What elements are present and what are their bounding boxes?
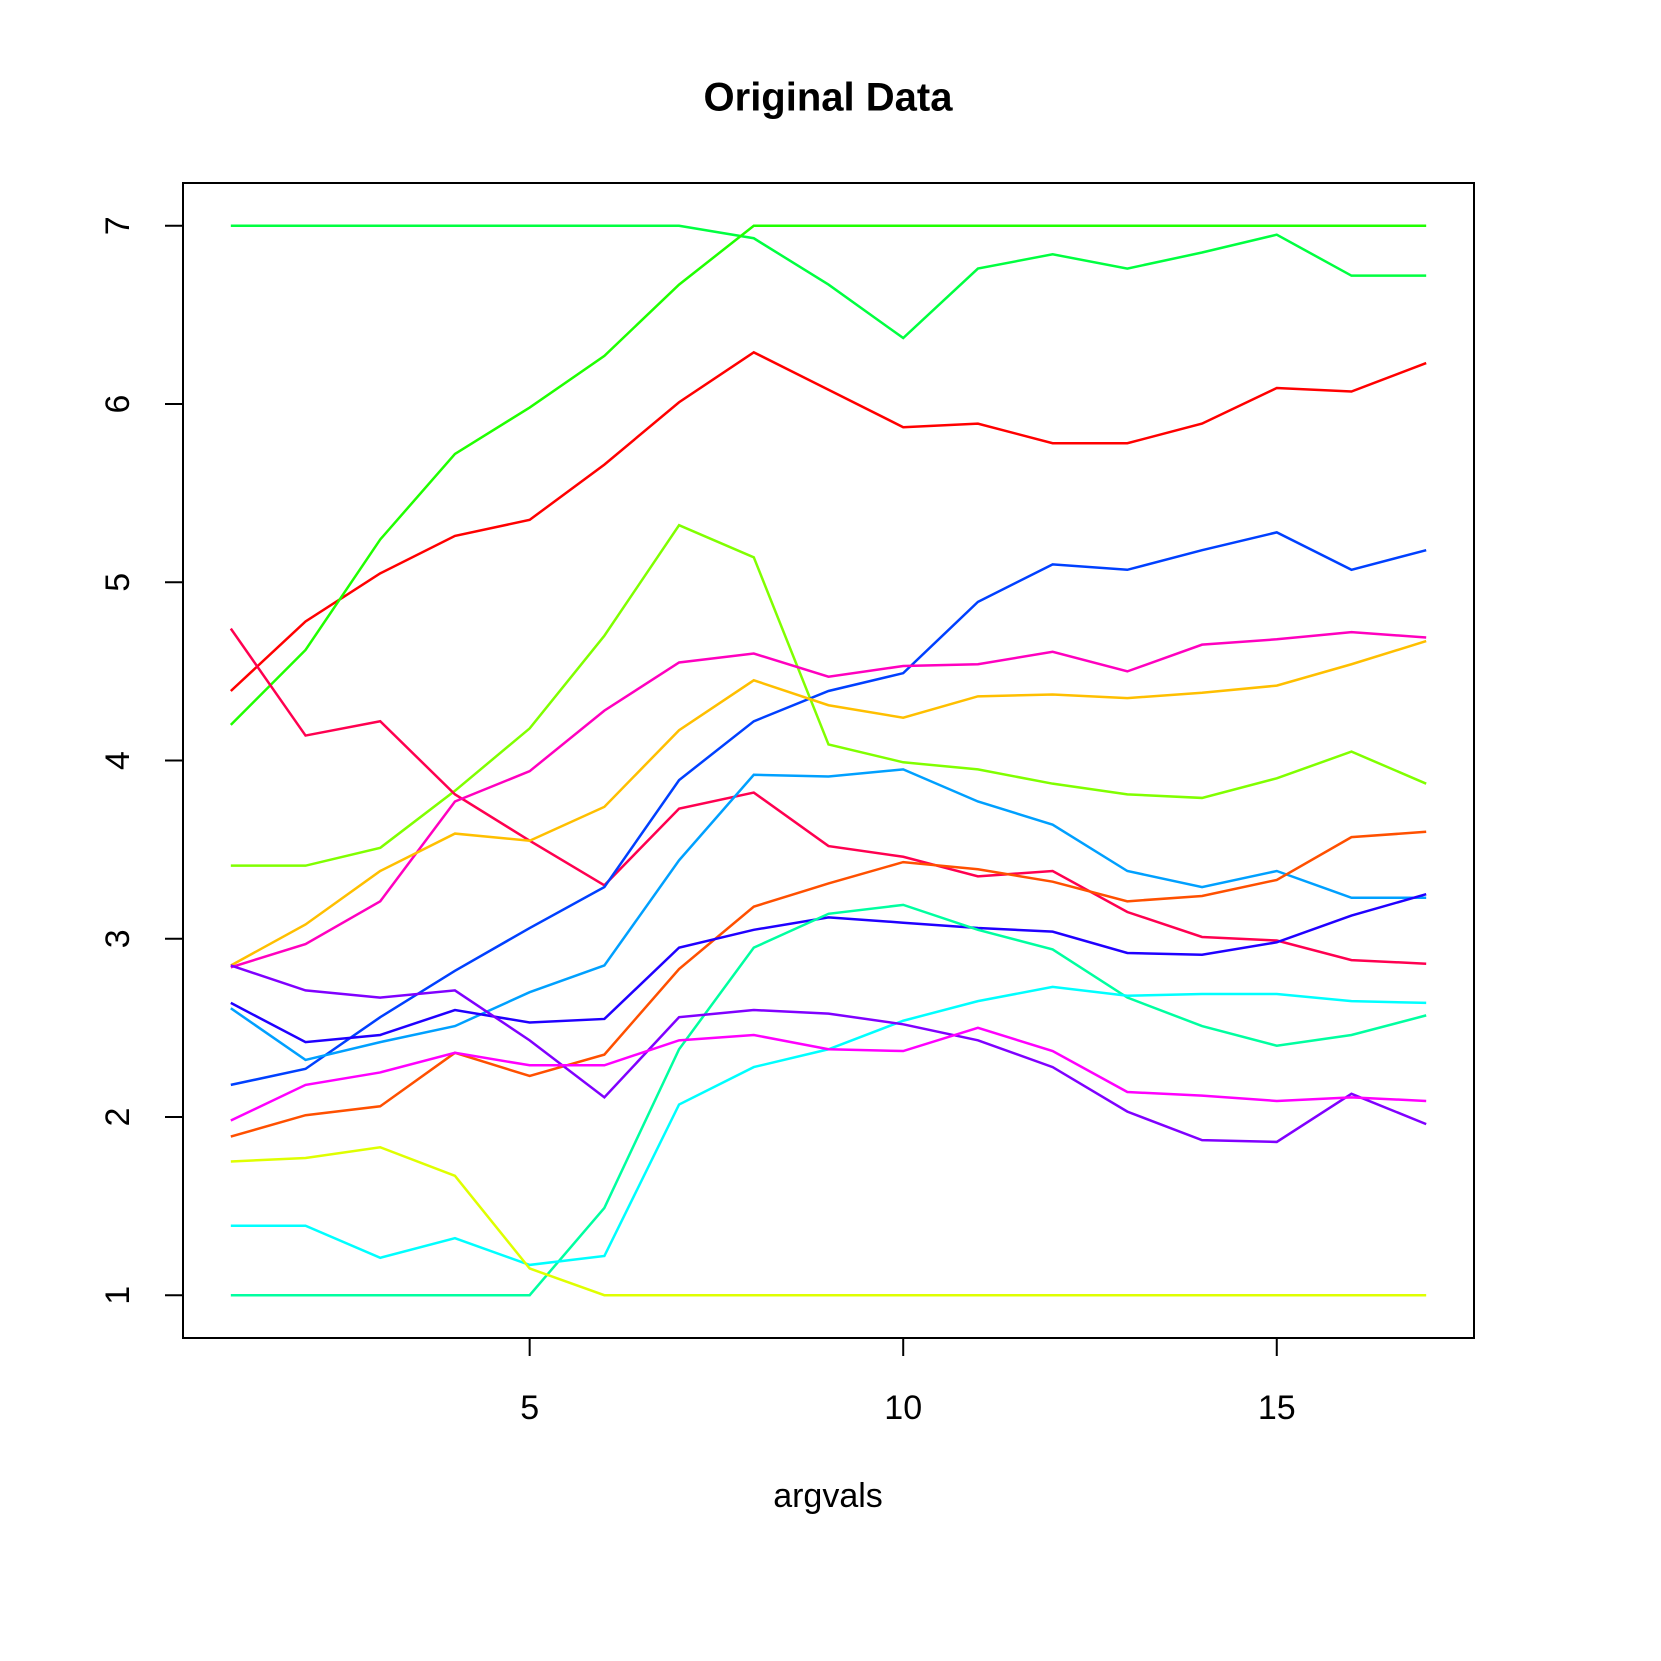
x-tick-label: 15 — [1258, 1389, 1296, 1427]
x-tick-label: 10 — [884, 1389, 922, 1427]
series-line — [230, 903, 1427, 1297]
series-line — [230, 531, 1427, 1087]
y-tick-label: 3 — [99, 929, 137, 948]
series-line — [229, 627, 1427, 965]
series-line — [230, 523, 1427, 867]
y-tick-label: 1 — [99, 1286, 137, 1305]
series-line — [230, 830, 1427, 1138]
series-line — [230, 1145, 1427, 1297]
y-tick-label: 5 — [99, 573, 137, 592]
y-tick-label: 7 — [99, 216, 137, 235]
chart-title: Original Data — [704, 76, 954, 120]
series-line — [230, 224, 1427, 340]
x-tick-label: 5 — [520, 1389, 539, 1427]
series-line — [230, 964, 1427, 1144]
series-line — [230, 1026, 1427, 1122]
x-axis-label: argvals — [773, 1477, 883, 1515]
y-tick-label: 4 — [99, 751, 137, 770]
series-line — [230, 639, 1427, 967]
series-line — [230, 768, 1427, 1062]
y-tick-label: 2 — [99, 1108, 137, 1127]
series-line — [229, 224, 1427, 726]
series-line — [230, 985, 1427, 1267]
series-line — [230, 892, 1427, 1044]
y-tick-label: 6 — [99, 395, 137, 414]
plot-frame — [182, 182, 1475, 1339]
series-line — [230, 630, 1427, 969]
series-line — [229, 350, 1427, 692]
